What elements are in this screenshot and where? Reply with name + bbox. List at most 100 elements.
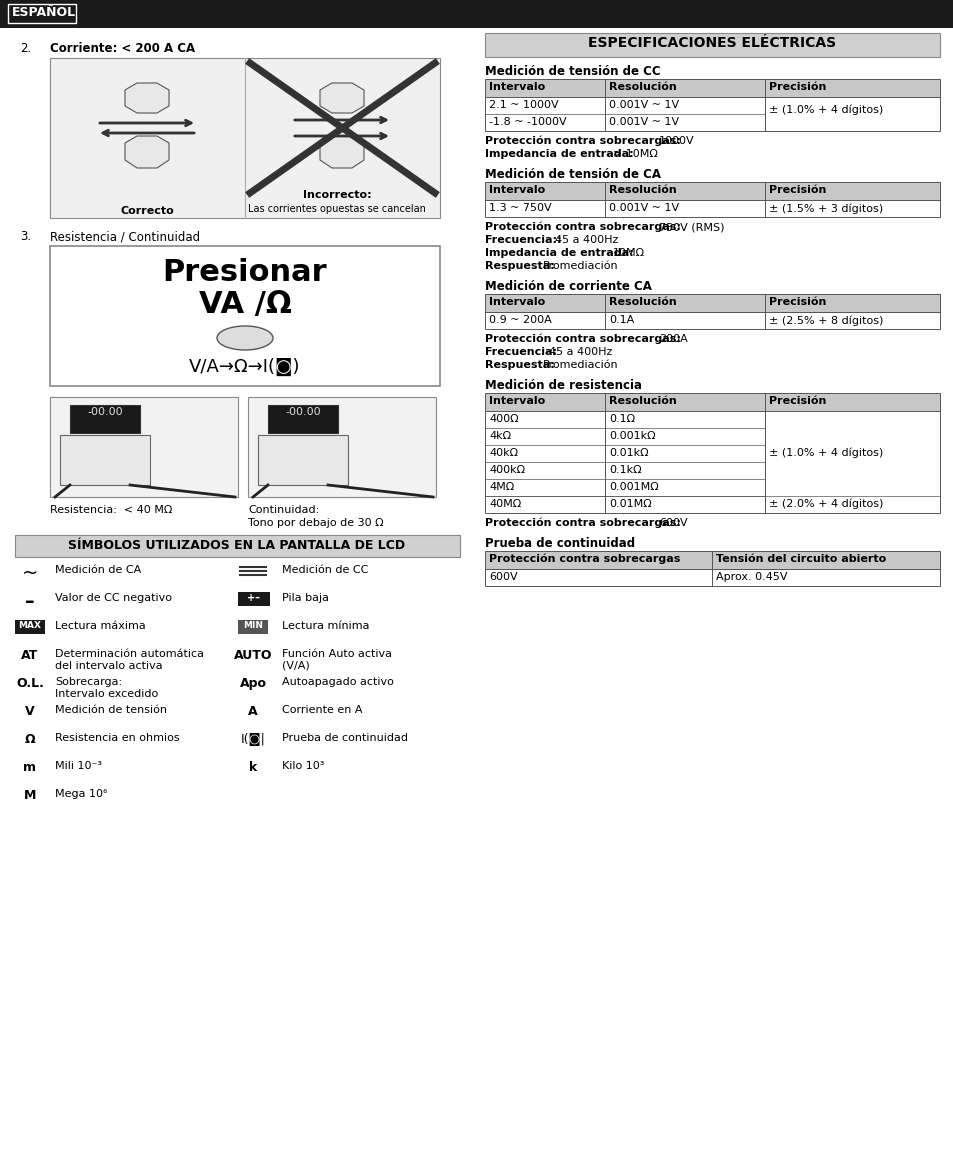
Text: Autoapagado activo: Autoapagado activo [282,677,394,687]
Text: Protección contra sobrecargas:: Protección contra sobrecargas: [484,518,680,529]
Text: AT: AT [21,649,38,662]
Text: Mega 10⁶: Mega 10⁶ [55,789,108,799]
Text: Frecuencia:: Frecuencia: [484,347,557,357]
Text: O.L.: O.L. [16,677,44,690]
Text: 40kΩ: 40kΩ [489,449,517,458]
Text: ESPECIFICACIONES ELÉCTRICAS: ESPECIFICACIONES ELÉCTRICAS [587,36,835,50]
Text: 1.3 ~ 750V: 1.3 ~ 750V [489,203,551,213]
Text: 400Ω: 400Ω [489,414,518,424]
Bar [484,32,939,57]
Bar [484,496,939,513]
Text: 0.001MΩ: 0.001MΩ [608,482,659,493]
Text: 0.001kΩ: 0.001kΩ [608,431,655,442]
Text: 750V (RMS): 750V (RMS) [659,223,723,232]
Text: Ω: Ω [25,732,35,746]
Text: Pila baja: Pila baja [282,593,329,603]
Text: Medición de tensión de CA: Medición de tensión de CA [484,168,660,181]
Text: I(◙|: I(◙| [240,732,265,746]
Text: del intervalo activa: del intervalo activa [55,661,162,671]
Text: Medición de tensión de CC: Medición de tensión de CC [484,65,659,78]
Text: Impedancia de entrada:: Impedancia de entrada: [484,248,633,258]
Bar [268,404,337,433]
Text: 1000V: 1000V [659,136,694,146]
Text: –: – [25,592,34,611]
Text: Lectura máxima: Lectura máxima [55,621,146,630]
Text: Medición de CA: Medición de CA [55,564,141,575]
Text: Lectura mínima: Lectura mínima [282,621,369,630]
Text: > 10MΩ: > 10MΩ [612,150,657,159]
Text: Kilo 10³: Kilo 10³ [282,761,324,771]
Text: ± (2.0% + 4 dígitos): ± (2.0% + 4 dígitos) [768,498,882,509]
Text: Intervalo excedido: Intervalo excedido [55,688,158,699]
Text: Prueba de continuidad: Prueba de continuidad [484,537,635,551]
Text: 0.01kΩ: 0.01kΩ [608,449,648,458]
Text: ESPAÑOL: ESPAÑOL [12,6,76,19]
Bar [484,569,939,586]
Text: Protección contra sobrecargas:: Protección contra sobrecargas: [484,136,680,146]
Text: ~: ~ [22,564,38,583]
Text: 10MΩ: 10MΩ [612,248,644,258]
Bar [484,479,939,496]
Text: Intervalo: Intervalo [489,396,545,406]
Text: ± (1.0% + 4 dígitos): ± (1.0% + 4 dígitos) [768,447,882,458]
Text: 600V: 600V [489,573,517,582]
Bar [15,535,459,557]
Text: MIN: MIN [243,621,263,630]
Text: Intervalo: Intervalo [489,297,545,307]
Text: MAX: MAX [18,621,42,630]
Text: 45 a 400Hz: 45 a 400Hz [554,235,618,245]
Text: 0.001V ~ 1V: 0.001V ~ 1V [608,117,679,127]
Bar [484,411,939,513]
Bar [484,201,939,217]
Text: Valor de CC negativo: Valor de CC negativo [55,593,172,603]
Text: Continuidad:: Continuidad: [248,505,319,515]
Text: Protección contra sobrecargas:: Protección contra sobrecargas: [484,334,680,344]
Text: -1.8 ~ -1000V: -1.8 ~ -1000V [489,117,566,127]
Text: Resistencia / Continuidad: Resistencia / Continuidad [50,229,200,243]
Text: Correcto: Correcto [120,206,173,216]
Text: 4MΩ: 4MΩ [489,482,514,493]
Text: SÍMBOLOS UTILIZADOS EN LA PANTALLA DE LCD: SÍMBOLOS UTILIZADOS EN LA PANTALLA DE LC… [69,539,405,552]
Bar [484,428,939,445]
Text: Prueba de continuidad: Prueba de continuidad [282,732,408,743]
Text: 0.1A: 0.1A [608,315,634,325]
Text: Resistencia:  < 40 MΩ: Resistencia: < 40 MΩ [50,505,172,515]
Text: Promediación: Promediación [542,360,618,370]
Text: 0.1kΩ: 0.1kΩ [608,465,641,475]
Text: (V/A): (V/A) [282,661,310,671]
Bar [484,411,939,428]
Text: Precisión: Precisión [768,82,825,92]
Bar [50,398,237,497]
Text: ± (1.5% + 3 dígitos): ± (1.5% + 3 dígitos) [768,203,882,213]
Text: VA /Ω: VA /Ω [198,290,291,319]
Text: 3.: 3. [20,229,31,243]
Text: M: M [24,789,36,802]
Text: 0.001V ~ 1V: 0.001V ~ 1V [608,100,679,110]
Bar [50,58,439,218]
Text: 45 a 400Hz: 45 a 400Hz [548,347,612,357]
Text: ± (1.0% + 4 dígitos): ± (1.0% + 4 dígitos) [768,104,882,115]
Text: Precisión: Precisión [768,185,825,195]
Text: AUTO: AUTO [233,649,272,662]
Text: ± (2.5% + 8 dígitos): ± (2.5% + 8 dígitos) [768,315,882,326]
Text: Respuesta:: Respuesta: [484,261,554,271]
Text: 0.01MΩ: 0.01MΩ [608,500,651,509]
Text: Tensión del circuito abierto: Tensión del circuito abierto [716,554,885,564]
Text: 2.: 2. [20,42,31,54]
Text: 4kΩ: 4kΩ [489,431,511,442]
Text: -00.00: -00.00 [285,407,320,417]
Bar [484,551,939,569]
Bar [237,592,270,606]
Text: Resolución: Resolución [608,396,676,406]
Text: Medición de CC: Medición de CC [282,564,368,575]
Ellipse shape [216,326,273,350]
Text: 400kΩ: 400kΩ [489,465,524,475]
Bar [484,294,939,312]
Text: Determinación automática: Determinación automática [55,649,204,659]
Polygon shape [319,136,364,168]
Text: Medición de corriente CA: Medición de corriente CA [484,280,651,293]
Bar [8,3,76,23]
Bar [484,312,939,329]
Text: Mili 10⁻³: Mili 10⁻³ [55,761,102,771]
Text: Impedancia de entrada:: Impedancia de entrada: [484,150,633,159]
